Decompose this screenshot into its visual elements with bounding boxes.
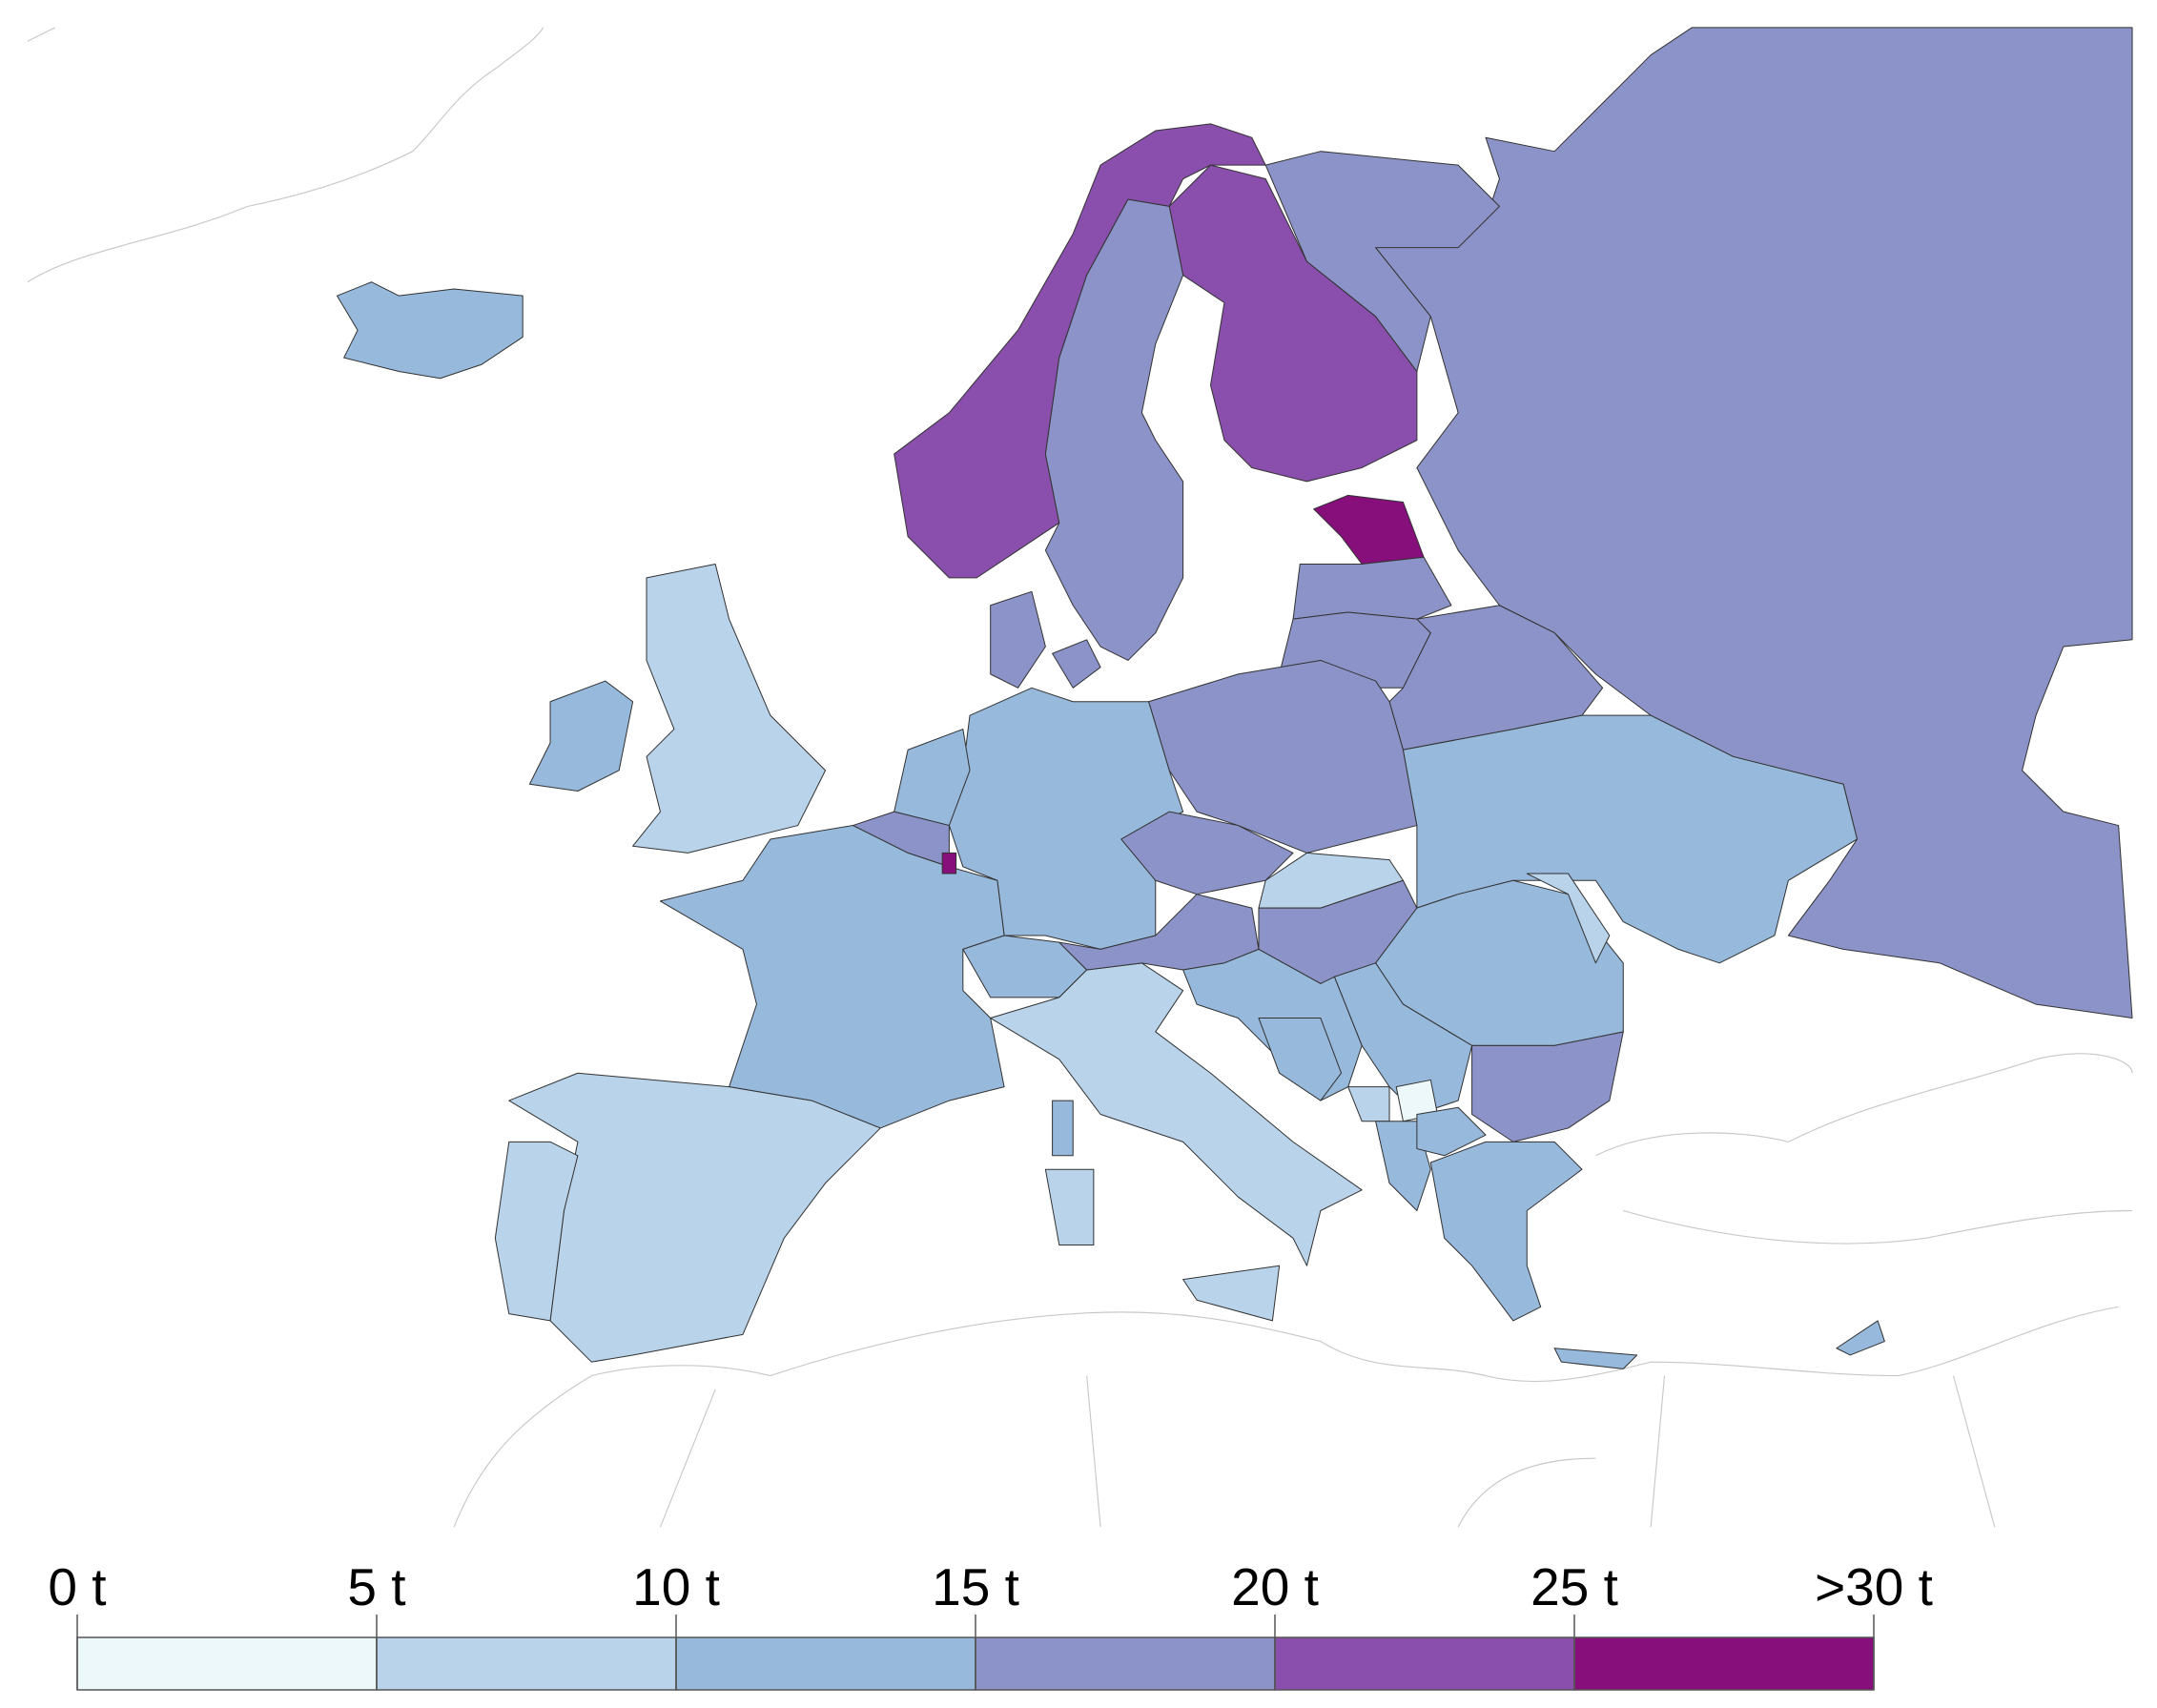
country <box>941 852 957 875</box>
legend-tick-label: 10 t <box>632 1557 720 1616</box>
country <box>528 680 634 792</box>
legend-bin <box>675 1636 976 1691</box>
country <box>1044 198 1184 661</box>
country <box>1429 1141 1583 1322</box>
coastline <box>453 1053 2133 1528</box>
legend: 0 t 5 t 10 t 15 t 20 t 25 t >30 t <box>48 1557 1933 1691</box>
country <box>1052 639 1101 689</box>
legend-bin <box>376 1636 677 1691</box>
country <box>1347 1086 1390 1122</box>
legend-tick-label: 20 t <box>1231 1557 1319 1616</box>
country <box>990 590 1046 689</box>
coastline <box>27 27 544 283</box>
country <box>894 123 1266 579</box>
country <box>1258 1018 1343 1101</box>
country <box>1052 1100 1074 1157</box>
legend-tick-label: >30 t <box>1815 1557 1933 1616</box>
country <box>1313 494 1425 565</box>
legend-bin <box>76 1636 378 1691</box>
legend-bin <box>975 1636 1276 1691</box>
country <box>1836 1320 1885 1356</box>
legend-tick-label: 5 t <box>347 1557 405 1616</box>
country <box>508 1072 881 1363</box>
legend-tick-label: 25 t <box>1530 1557 1618 1616</box>
country <box>1182 1265 1281 1322</box>
legend-tick-label: 0 t <box>48 1557 106 1616</box>
country <box>1471 1031 1624 1142</box>
country <box>494 1141 579 1322</box>
country <box>1526 873 1611 964</box>
country <box>1416 1106 1487 1157</box>
country <box>1292 556 1452 620</box>
country <box>1120 811 1294 895</box>
country <box>1333 962 1473 1116</box>
legend-tick-label: 15 t <box>932 1557 1019 1616</box>
legend-bin <box>1274 1636 1575 1691</box>
country <box>894 729 971 827</box>
country <box>1264 151 1500 373</box>
map-shapes <box>27 27 2133 1528</box>
country <box>1553 1348 1638 1369</box>
legend-bin <box>1573 1636 1875 1691</box>
country <box>632 563 827 854</box>
country <box>336 281 524 380</box>
background-coastlines <box>27 27 2133 1528</box>
country <box>1044 1168 1095 1246</box>
